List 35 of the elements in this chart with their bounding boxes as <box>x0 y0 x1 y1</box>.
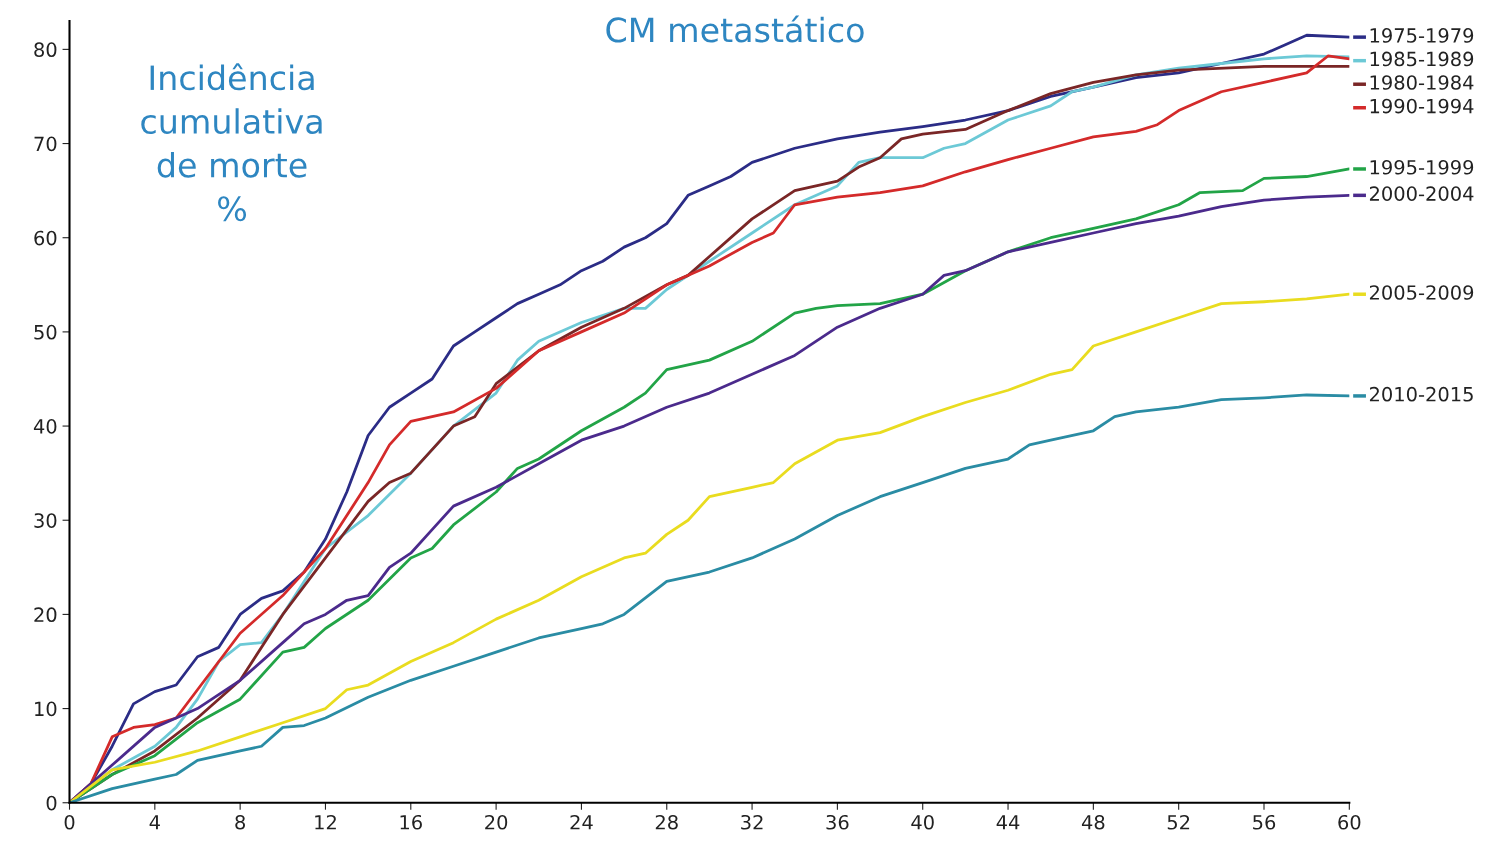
x-tick-label: 44 <box>996 815 1020 830</box>
x-tick-label: 52 <box>1167 814 1190 830</box>
x-tick-label: 8 <box>235 814 245 830</box>
x-tick-label: 36 <box>826 814 849 830</box>
y-tick-label: 70 <box>34 136 57 152</box>
legend-label: 1985-1989 <box>1370 51 1474 67</box>
y-tick-label: 0 <box>46 795 57 811</box>
x-tick-label: 28 <box>655 814 678 830</box>
y-tick-label: 50 <box>34 324 57 340</box>
y-tick-label: 30 <box>34 513 57 528</box>
x-tick-label: 40 <box>911 814 934 830</box>
x-tick-label: 20 <box>485 814 508 830</box>
y-tick-label: 60 <box>34 230 57 246</box>
legend-label: 1990-1994 <box>1370 98 1474 114</box>
x-tick-label: 16 <box>400 814 422 830</box>
legend-label: 1975-1979 <box>1370 28 1474 43</box>
x-tick-label: 4 <box>149 815 160 830</box>
x-tick-label: 12 <box>315 814 336 830</box>
y-tick-label: 20 <box>34 607 57 623</box>
y-tick-label: 40 <box>33 419 57 434</box>
x-tick-label: 48 <box>1081 814 1105 830</box>
legend-label: 2010-2015 <box>1369 386 1473 402</box>
y-axis-title: Incidência cumulativa de morte % <box>141 63 322 222</box>
legend-label: 1980-1984 <box>1370 75 1474 90</box>
x-tick-label: 56 <box>1253 814 1276 830</box>
x-tick-label: 0 <box>64 814 75 830</box>
x-tick-label: 24 <box>570 814 593 830</box>
legend-label: 1995-1999 <box>1370 159 1474 175</box>
legend-label: 2005-2009 <box>1369 285 1474 300</box>
x-tick-label: 32 <box>741 814 763 830</box>
y-tick-label: 10 <box>35 701 57 717</box>
legend-label: 2000-2004 <box>1369 186 1474 201</box>
chart-title: CM metastático <box>606 15 864 43</box>
y-tick-label: 80 <box>34 42 57 58</box>
x-tick-label: 60 <box>1338 814 1361 830</box>
